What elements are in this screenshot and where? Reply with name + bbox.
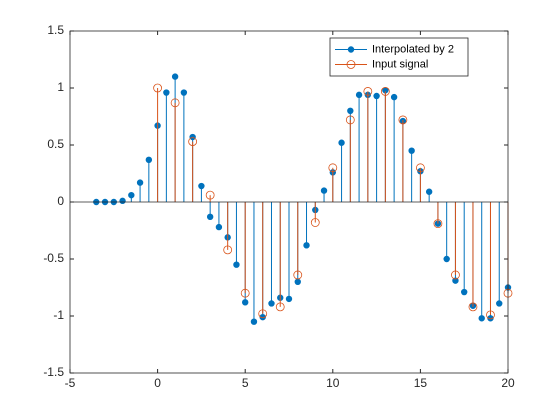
x-tick-label: -5 [65,376,76,390]
legend-marker [347,46,355,53]
stem-marker [233,261,240,268]
y-tick-label: -0.5 [43,251,64,265]
stem-marker [328,163,338,173]
stem-marker [294,278,301,285]
legend-label: Input signal [372,58,428,70]
stem-marker [259,313,266,321]
stem-marker [153,83,163,93]
stem-marker [373,92,380,100]
stem-marker [250,318,258,325]
stem-marker [189,133,196,141]
stem-marker [486,310,495,320]
x-tick-label: 0 [154,376,161,390]
stem-marker [170,98,180,108]
stem-marker [487,315,494,322]
stem-marker [320,187,328,194]
stem-marker [496,300,503,307]
stem-marker [461,288,468,296]
y-tick-label: 1.5 [47,23,64,37]
stem-marker [188,137,198,146]
x-tick-label: 15 [414,376,428,390]
stem-marker [275,302,285,312]
stem-marker [398,115,408,125]
stem-marker [136,179,144,186]
legend: Interpolated by 2 Input signal [329,37,469,77]
stem-marker [285,295,293,303]
stem-marker [310,218,320,227]
stem-marker [205,190,215,200]
stem-marker [145,156,153,164]
y-tick-label: 0.5 [47,137,64,151]
legend-marker [346,60,356,69]
stem-marker [478,315,485,322]
stem-marker [206,213,214,221]
stem-marker [390,93,398,101]
stem-marker [163,89,170,96]
stem-marker [363,87,373,96]
stem-marker [451,270,460,280]
y-tick-label: -1 [53,308,64,322]
stem-marker [347,107,354,114]
y-tick-label: 1 [57,80,64,94]
y-tick-label: -1.5 [43,365,64,379]
stem-marker [452,277,459,284]
x-tick-label: 5 [242,376,249,390]
stem-marker [355,91,363,99]
stem-marker [258,309,268,319]
stem-marker [119,197,126,205]
stem-marker [425,188,433,195]
stem-marker [223,245,233,255]
stem-marker [380,87,390,96]
stem-marker [345,115,355,125]
stem-marker [293,270,303,280]
y-tick-label: 0 [57,194,64,208]
stem-marker [408,147,415,154]
stem-marker [128,191,135,199]
stem-marker [180,89,188,96]
stem-marker [443,255,450,263]
series [153,83,513,320]
stem-marker [415,163,425,173]
axes-box [69,30,509,374]
stem-marker [215,223,223,231]
stem-marker [468,302,478,312]
legend-box [329,37,469,77]
stem-marker [198,182,205,190]
x-tick-label: 20 [501,376,515,390]
stem-marker [171,73,179,80]
stem-marker [241,299,249,306]
x-tick-label: 10 [326,376,340,390]
legend-label: Interpolated by 2 [372,43,454,55]
stem-marker [433,219,443,229]
stem-marker [240,288,250,298]
stem-marker [338,139,345,146]
stem-marker [303,242,310,249]
stem-marker [268,300,275,307]
